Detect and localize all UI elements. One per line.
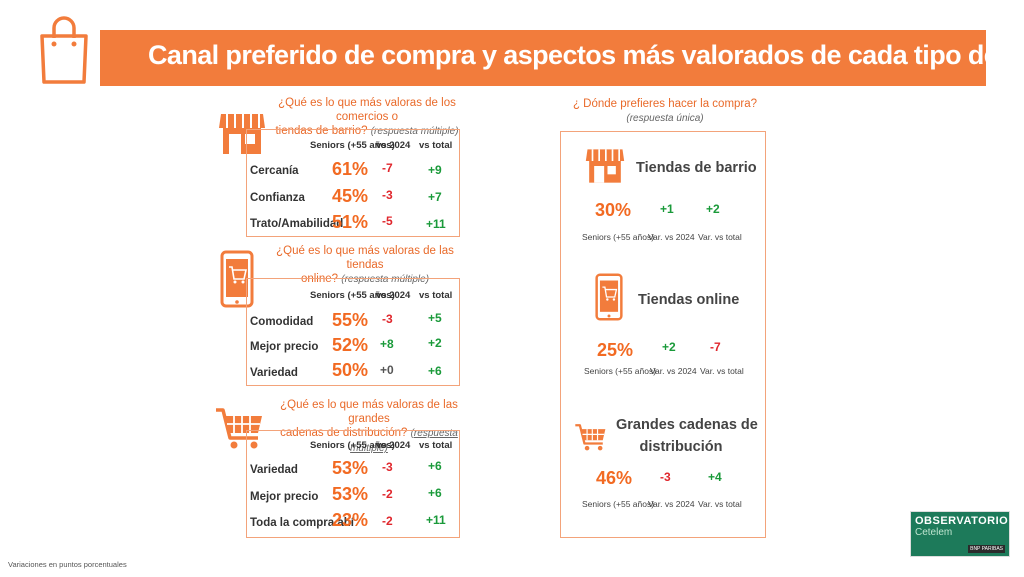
channel-vs2024: +1: [660, 202, 674, 216]
channel-vstotal: +4: [708, 470, 722, 484]
row-vs2024: +0: [380, 363, 394, 377]
row-value: 23%: [332, 510, 369, 530]
storefront-icon: [218, 110, 266, 158]
shopping-cart-icon: [214, 406, 266, 450]
row-vstotal: +6: [428, 364, 442, 378]
channel-value: 30%: [595, 200, 632, 220]
channel-name-barrio: Tiendas de barrio: [636, 160, 757, 176]
row-vs2024: -3: [382, 188, 393, 202]
title-bar: [100, 30, 986, 86]
row-vstotal: +2: [428, 336, 442, 350]
col-header-vs2024: vs 2024: [376, 290, 411, 301]
page-title: Canal preferido de compra y aspectos más…: [148, 40, 1024, 70]
row-label: Mejor precio: [250, 341, 319, 353]
phone-cart-icon: [595, 273, 623, 321]
col-header-vstotal: vs total: [419, 440, 453, 451]
observatorio-logo: OBSERVATORIO Cetelem BNP PARIBAS: [910, 511, 1010, 557]
panel-grandes: [246, 430, 460, 538]
channel-value: 46%: [596, 468, 633, 488]
row-label: Comodidad: [250, 316, 314, 328]
sub-label: Seniors (+55 años): [584, 366, 657, 376]
question-donde: ¿ Dónde prefieres hacer la compra? (resp…: [572, 98, 758, 124]
shopping-cart-icon: [574, 422, 608, 452]
question-barrio: ¿Qué es lo que más valoras de los comerc…: [275, 97, 459, 137]
panel-barrio: [246, 129, 460, 237]
row-value: 50%: [332, 360, 369, 380]
sub-label: Var. vs 2024: [648, 232, 695, 242]
channel-name-grandes: Grandes cadenas de distribución: [616, 417, 758, 455]
row-vs2024: -3: [382, 312, 393, 326]
row-value: 45%: [332, 186, 369, 206]
row-value: 52%: [332, 335, 369, 355]
col-header-vs2024: vs 2024: [376, 140, 411, 151]
row-vstotal: +6: [428, 486, 442, 500]
row-label: Trato/Amabilidad: [250, 218, 344, 230]
row-value: 53%: [332, 484, 369, 504]
sub-label: Var. vs total: [698, 499, 742, 509]
row-vstotal: +7: [428, 190, 442, 204]
sub-label: Var. vs 2024: [648, 499, 695, 509]
col-header-vs2024: vs 2024: [376, 440, 411, 451]
row-label: Toda la compra ahí: [250, 517, 354, 529]
col-header-seniors: Seniors (+55 años): [310, 140, 395, 151]
channel-vstotal: -7: [710, 340, 721, 354]
sub-label: Seniors (+55 años): [582, 499, 655, 509]
question-online: ¿Qué es lo que más valoras de las tienda…: [276, 245, 454, 285]
channel-vs2024: +2: [662, 340, 676, 354]
panel-donde: [560, 131, 766, 538]
col-header-seniors: Seniors (+55 años): [310, 440, 395, 451]
sub-label: Var. vs total: [700, 366, 744, 376]
channel-vs2024: -3: [660, 470, 671, 484]
row-vs2024: -5: [382, 214, 393, 228]
channel-name-online: Tiendas online: [638, 292, 740, 308]
col-header-seniors: Seniors (+55 años): [310, 290, 395, 301]
row-vs2024: +8: [380, 337, 394, 351]
row-label: Variedad: [250, 367, 298, 379]
row-label: Cercanía: [250, 165, 299, 177]
row-value: 51%: [332, 212, 369, 232]
row-value: 53%: [332, 458, 369, 478]
shopping-bag-icon: [38, 14, 90, 86]
channel-vstotal: +2: [706, 202, 720, 216]
panel-online: [246, 278, 460, 386]
row-value: 61%: [332, 159, 369, 179]
row-vs2024: -3: [382, 460, 393, 474]
sub-label: Var. vs total: [698, 232, 742, 242]
row-vs2024: -2: [382, 514, 393, 528]
row-vs2024: -2: [382, 487, 393, 501]
footer-note: Variaciones en puntos porcentuales: [8, 560, 127, 569]
row-label: Mejor precio: [250, 491, 319, 503]
row-vstotal: +11: [426, 217, 446, 231]
phone-cart-icon: [220, 250, 254, 308]
row-vs2024: -7: [382, 161, 393, 175]
col-header-vstotal: vs total: [419, 290, 453, 301]
row-value: 55%: [332, 310, 369, 330]
row-label: Confianza: [250, 192, 305, 204]
channel-value: 25%: [597, 340, 634, 360]
col-header-vstotal: vs total: [419, 140, 453, 151]
row-vstotal: +9: [428, 163, 442, 177]
row-label: Variedad: [250, 464, 298, 476]
sub-label: Seniors (+55 años): [582, 232, 655, 242]
sub-label: Var. vs 2024: [650, 366, 697, 376]
row-vstotal: +11: [426, 513, 446, 527]
storefront-icon: [585, 146, 625, 186]
row-vstotal: +5: [428, 311, 442, 325]
row-vstotal: +6: [428, 459, 442, 473]
